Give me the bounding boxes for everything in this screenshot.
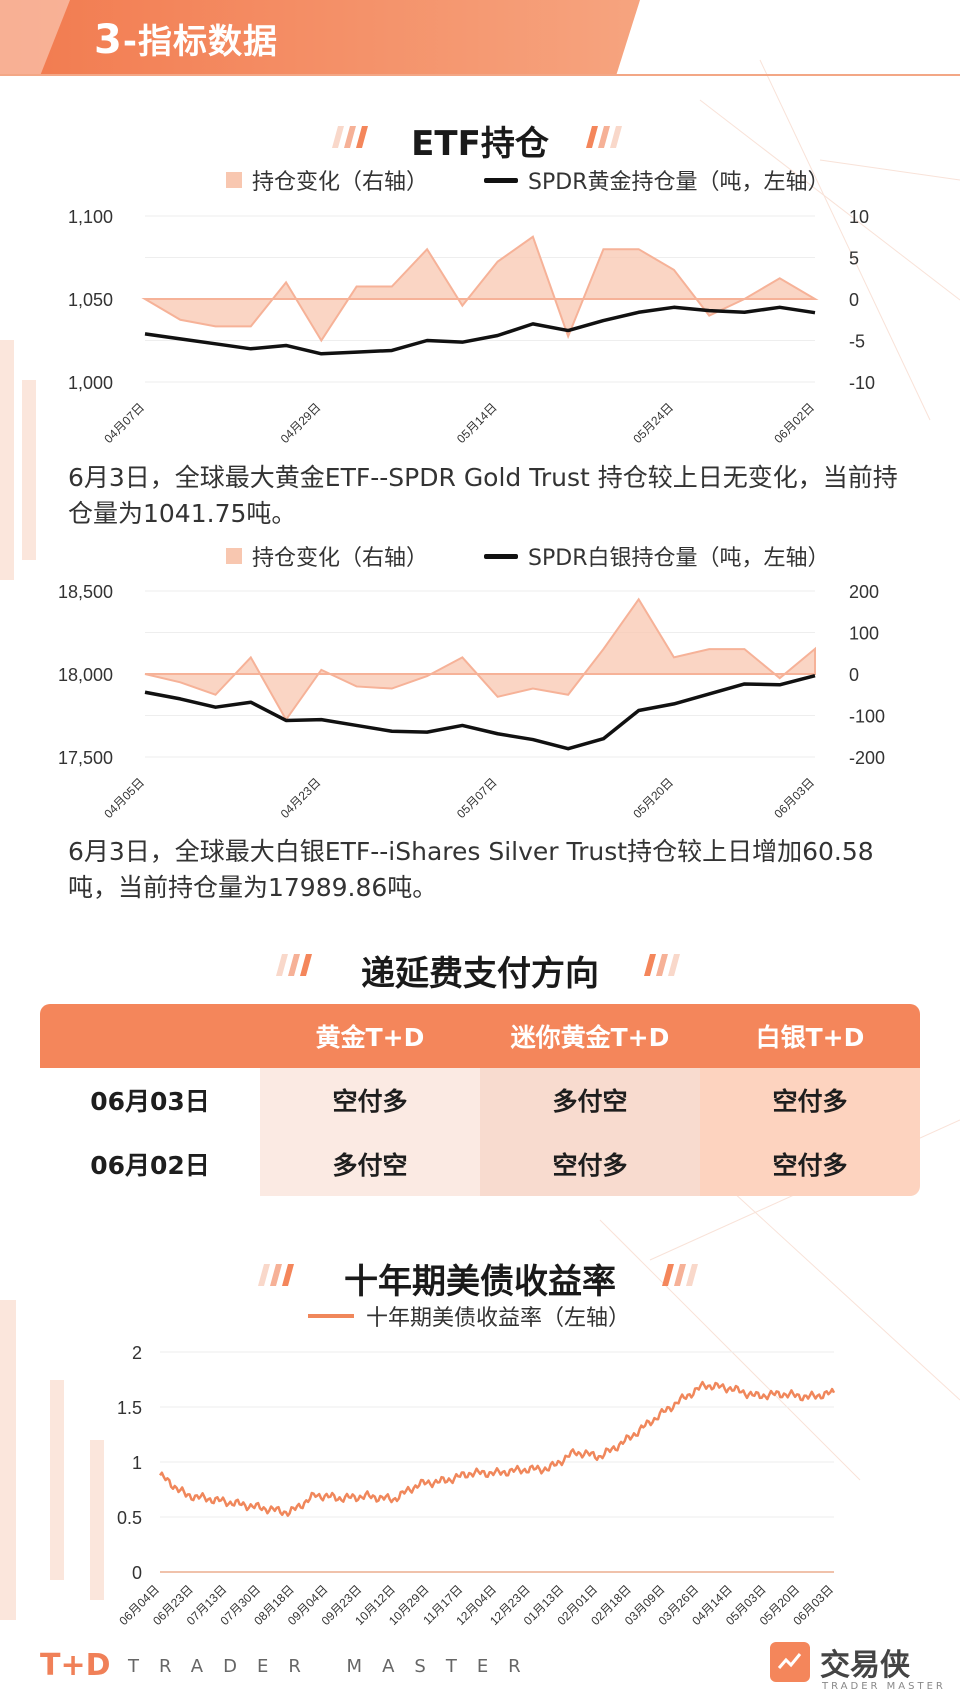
y-left-tick-label: 1,050 <box>68 290 113 310</box>
table-header-row: 黄金T+D 迷你黄金T+D 白银T+D <box>40 1004 920 1068</box>
legend-line-swatch <box>484 177 519 183</box>
y-right-tick-label: 200 <box>849 582 879 602</box>
table-cell: 空付多 <box>700 1132 920 1196</box>
brand-name: 交易侠 <box>820 1648 910 1683</box>
x-tick-label: 05月20日 <box>630 775 676 821</box>
gold-etf-chart: -10 -5 0 5 10 1,000 1,050 1,100 04月07日 04月29日 05月1… <box>68 207 875 446</box>
deferred-section-title: 递延费支付方向 <box>361 954 599 994</box>
silver-note: 6月3日，全球最大白银ETF--iShares Silver Trust持仓较上… <box>68 837 874 902</box>
legend-line-label: 十年期美债收益率（左轴） <box>366 1306 631 1331</box>
table-cell: 空付多 <box>700 1068 920 1132</box>
x-tick-label: 04月29日 <box>278 400 324 446</box>
holding-line <box>144 673 816 751</box>
header-banner <box>0 0 960 76</box>
table-header-cell: 黄金T+D <box>315 1023 425 1052</box>
y-left-tick-label: 18,500 <box>58 582 113 602</box>
chart-logo-icon <box>770 1642 810 1682</box>
y-tick-label: 0.5 <box>117 1508 142 1528</box>
page-title: 3-指标数据 <box>94 17 278 63</box>
td-logo: T+D <box>40 1648 111 1683</box>
y-right-tick-label: -200 <box>849 748 885 768</box>
y-tick-label: 1 <box>132 1453 142 1473</box>
x-tick-label: 05月24日 <box>630 400 676 446</box>
brand-subtitle: TRADER MASTER <box>822 1681 946 1692</box>
y-right-tick-label: -5 <box>849 332 865 352</box>
x-tick-label: 04月23日 <box>278 775 324 821</box>
y-tick-label: 2 <box>132 1343 142 1363</box>
y-right-tick-label: 100 <box>849 624 879 644</box>
legend-line-swatch <box>484 553 519 559</box>
table-header-cell <box>40 1004 260 1068</box>
table-row: 06月03日 空付多 多付空 空付多 <box>40 1068 920 1132</box>
table-date-cell: 06月03日 <box>40 1068 260 1132</box>
table-header-cell: 白银T+D <box>755 1023 865 1052</box>
y-right-tick-label: 0 <box>849 665 859 685</box>
table-row: 06月02日 多付空 空付多 空付多 <box>40 1132 920 1196</box>
legend-bar-label: 持仓变化（右轴） <box>252 546 429 571</box>
y-tick-label: 1.5 <box>117 1398 142 1418</box>
y-right-tick-label: 10 <box>849 207 869 227</box>
deferred-fee-table: 黄金T+D 迷你黄金T+D 白银T+D 06月03日 空付多 多付空 空付多 0… <box>40 1004 920 1196</box>
y-right-tick-label: 5 <box>849 249 859 269</box>
x-tick-label: 05月14日 <box>454 400 500 446</box>
treasury-yield-chart: 00.511.5206月04日06月23日07月13日07月30日08月18日0… <box>116 1343 836 1628</box>
silver-legend: 持仓变化（右轴） SPDR白银持仓量（吨，左轴） <box>226 540 829 572</box>
table-cell: 空付多 <box>480 1132 700 1196</box>
legend-line-swatch <box>308 1314 354 1318</box>
legend-line-label: SPDR黄金持仓量（吨，左轴） <box>528 170 830 195</box>
y-left-tick-label: 18,000 <box>58 665 113 685</box>
stripe-left-icon <box>332 126 368 148</box>
stripe-right-icon <box>662 1264 698 1286</box>
stripe-left-icon <box>276 954 312 976</box>
gold-note: 6月3日，全球最大黄金ETF--SPDR Gold Trust 持仓较上日无变化… <box>68 463 898 528</box>
legend-area-swatch <box>226 172 242 188</box>
silver-etf-chart: -200 -100 0 100 200 17,500 18,000 18,500 04月05日 0… <box>58 582 885 821</box>
x-tick-label: 06月02日 <box>771 400 817 446</box>
x-tick-label: 04月05日 <box>101 775 147 821</box>
holding-line <box>144 305 816 356</box>
legend-area-swatch <box>226 548 242 564</box>
holding-change-area <box>141 235 819 343</box>
treasury-legend: 十年期美债收益率（左轴） <box>308 1300 630 1332</box>
table-cell: 空付多 <box>260 1068 480 1132</box>
y-right-tick-label: -100 <box>849 707 885 727</box>
etf-section-title: ETF持仓 <box>411 124 549 164</box>
y-left-tick-label: 17,500 <box>58 748 113 768</box>
y-tick-label: 0 <box>132 1563 142 1583</box>
brand-right: 交易侠 <box>770 1640 910 1684</box>
y-right-tick-label: 0 <box>849 290 859 310</box>
gold-legend: 持仓变化（右轴） SPDR黄金持仓量（吨，左轴） <box>226 164 829 196</box>
brand-tagline: TRADER MASTER <box>128 1656 541 1677</box>
x-tick-label: 04月07日 <box>101 400 147 446</box>
stripe-right-icon <box>586 126 622 148</box>
x-tick-label: 05月07日 <box>454 775 500 821</box>
y-right-tick-label: -10 <box>849 373 875 393</box>
table-cell: 多付空 <box>260 1132 480 1196</box>
y-left-tick-label: 1,100 <box>68 207 113 227</box>
treasury-section-title: 十年期美债收益率 <box>344 1262 616 1302</box>
yield-line <box>159 1380 836 1517</box>
holding-change-area <box>144 597 816 722</box>
x-tick-label: 06月03日 <box>771 775 817 821</box>
table-date-cell: 06月02日 <box>40 1132 260 1196</box>
table-header-cell: 迷你黄金T+D <box>510 1023 670 1052</box>
legend-bar-label: 持仓变化（右轴） <box>252 170 429 195</box>
stripe-left-icon <box>258 1264 294 1286</box>
table-cell: 多付空 <box>480 1068 700 1132</box>
stripe-right-icon <box>644 954 680 976</box>
y-left-tick-label: 1,000 <box>68 373 113 393</box>
legend-line-label: SPDR白银持仓量（吨，左轴） <box>528 546 830 571</box>
